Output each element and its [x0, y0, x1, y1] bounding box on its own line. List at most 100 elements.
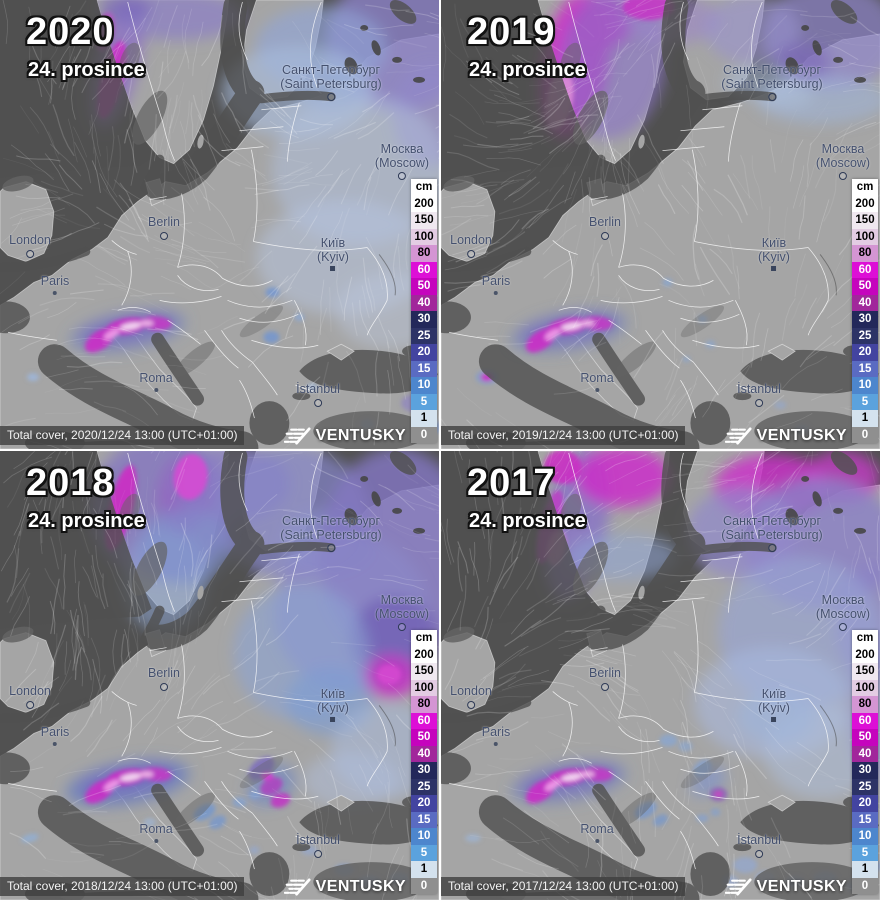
- legend-cell-cm[interactable]: cm: [852, 630, 878, 647]
- city-label-saint-petersburg[interactable]: Санкт-Петербург (Saint Petersburg): [721, 63, 823, 101]
- weather-map-canvas[interactable]: [441, 0, 880, 449]
- city-label-london[interactable]: London: [9, 233, 51, 258]
- ventusky-logo[interactable]: VENTUSKY: [724, 427, 847, 445]
- city-label-london[interactable]: London: [450, 684, 492, 709]
- legend-cell-40[interactable]: 40: [852, 745, 878, 762]
- ventusky-logo[interactable]: VENTUSKY: [724, 878, 847, 896]
- city-label-paris[interactable]: Paris: [482, 274, 510, 295]
- city-label-istanbul[interactable]: İstanbul: [296, 382, 340, 407]
- legend-cell-150[interactable]: 150: [411, 663, 437, 680]
- city-label-roma[interactable]: Roma: [139, 822, 173, 843]
- legend-cell-80[interactable]: 80: [411, 245, 437, 262]
- legend-cell-100[interactable]: 100: [411, 679, 437, 696]
- city-label-berlin[interactable]: Berlin: [589, 666, 621, 691]
- city-label-paris[interactable]: Paris: [41, 274, 69, 295]
- legend-cell-30[interactable]: 30: [852, 762, 878, 779]
- legend-cell-cm[interactable]: cm: [411, 179, 437, 196]
- city-label-istanbul[interactable]: İstanbul: [737, 833, 781, 858]
- weather-map-canvas[interactable]: [0, 451, 439, 900]
- legend-cell-20[interactable]: 20: [852, 795, 878, 812]
- legend-cell-15[interactable]: 15: [411, 360, 437, 377]
- legend-cell-30[interactable]: 30: [411, 762, 437, 779]
- legend-cell-50[interactable]: 50: [411, 729, 437, 746]
- city-label-kyiv[interactable]: Київ (Kyiv): [317, 687, 349, 722]
- legend-cell-30[interactable]: 30: [411, 311, 437, 328]
- legend-cell-50[interactable]: 50: [411, 278, 437, 295]
- legend-cell-25[interactable]: 25: [411, 778, 437, 795]
- legend-cell-0[interactable]: 0: [411, 426, 437, 443]
- legend-cell-15[interactable]: 15: [852, 811, 878, 828]
- legend-cell-25[interactable]: 25: [852, 778, 878, 795]
- legend-cell-1[interactable]: 1: [852, 410, 878, 427]
- city-label-istanbul[interactable]: İstanbul: [737, 382, 781, 407]
- legend-cell-30[interactable]: 30: [852, 311, 878, 328]
- legend-cell-10[interactable]: 10: [411, 828, 437, 845]
- legend-cell-25[interactable]: 25: [411, 327, 437, 344]
- map-panel-2019[interactable]: Санкт-Петербург (Saint Petersburg) Москва(…: [441, 0, 880, 449]
- city-label-paris[interactable]: Paris: [41, 725, 69, 746]
- ventusky-logo[interactable]: VENTUSKY: [283, 427, 406, 445]
- city-label-moscow[interactable]: Москва (Moscow): [375, 142, 429, 180]
- city-label-roma[interactable]: Roma: [139, 371, 173, 392]
- snow-depth-legend[interactable]: cm 200 150 100 80 60 50 40 30 25 20 15 10 5 1 0: [852, 179, 878, 443]
- legend-cell-10[interactable]: 10: [411, 377, 437, 394]
- map-panel-2020[interactable]: Санкт-Петербург (Saint Petersburg) Москва(…: [0, 0, 439, 449]
- city-label-london[interactable]: London: [9, 684, 51, 709]
- city-label-moscow[interactable]: Москва (Moscow): [816, 593, 870, 631]
- legend-cell-80[interactable]: 80: [852, 696, 878, 713]
- legend-cell-50[interactable]: 50: [852, 278, 878, 295]
- legend-cell-15[interactable]: 15: [852, 360, 878, 377]
- legend-cell-200[interactable]: 200: [852, 646, 878, 663]
- legend-cell-10[interactable]: 10: [852, 377, 878, 394]
- city-label-moscow[interactable]: Москва (Moscow): [375, 593, 429, 631]
- legend-cell-40[interactable]: 40: [852, 294, 878, 311]
- legend-cell-20[interactable]: 20: [411, 344, 437, 361]
- city-label-saint-petersburg[interactable]: Санкт-Петербург (Saint Petersburg): [280, 514, 382, 552]
- city-label-kyiv[interactable]: Київ (Kyiv): [758, 236, 790, 271]
- snow-depth-legend[interactable]: cm 200 150 100 80 60 50 40 30 25 20 15 10 5 1 0: [852, 630, 878, 894]
- weather-map-canvas[interactable]: [441, 451, 880, 900]
- legend-cell-100[interactable]: 100: [852, 228, 878, 245]
- map-panel-2018[interactable]: Санкт-Петербург (Saint Petersburg) Москва(…: [0, 451, 439, 900]
- legend-cell-150[interactable]: 150: [852, 212, 878, 229]
- legend-cell-5[interactable]: 5: [852, 393, 878, 410]
- city-label-berlin[interactable]: Berlin: [148, 215, 180, 240]
- legend-cell-60[interactable]: 60: [411, 261, 437, 278]
- legend-cell-1[interactable]: 1: [411, 410, 437, 427]
- legend-cell-15[interactable]: 15: [411, 811, 437, 828]
- city-label-kyiv[interactable]: Київ (Kyiv): [758, 687, 790, 722]
- city-label-saint-petersburg[interactable]: Санкт-Петербург (Saint Petersburg): [280, 63, 382, 101]
- map-panel-2017[interactable]: Санкт-Петербург (Saint Petersburg) Москва(…: [441, 451, 880, 900]
- legend-cell-40[interactable]: 40: [411, 745, 437, 762]
- snow-depth-legend[interactable]: cm 200 150 100 80 60 50 40 30 25 20 15 10 5 1 0: [411, 630, 437, 894]
- city-label-saint-petersburg[interactable]: Санкт-Петербург (Saint Petersburg): [721, 514, 823, 552]
- legend-cell-1[interactable]: 1: [852, 861, 878, 878]
- legend-cell-50[interactable]: 50: [852, 729, 878, 746]
- city-label-roma[interactable]: Roma: [580, 822, 614, 843]
- legend-cell-5[interactable]: 5: [411, 844, 437, 861]
- city-label-moscow[interactable]: Москва (Moscow): [816, 142, 870, 180]
- legend-cell-10[interactable]: 10: [852, 828, 878, 845]
- legend-cell-5[interactable]: 5: [411, 393, 437, 410]
- city-label-roma[interactable]: Roma: [580, 371, 614, 392]
- legend-cell-cm[interactable]: cm: [852, 179, 878, 196]
- city-label-berlin[interactable]: Berlin: [148, 666, 180, 691]
- legend-cell-40[interactable]: 40: [411, 294, 437, 311]
- city-label-paris[interactable]: Paris: [482, 725, 510, 746]
- ventusky-logo[interactable]: VENTUSKY: [283, 878, 406, 896]
- legend-cell-80[interactable]: 80: [852, 245, 878, 262]
- legend-cell-cm[interactable]: cm: [411, 630, 437, 647]
- city-label-kyiv[interactable]: Київ (Kyiv): [317, 236, 349, 271]
- legend-cell-60[interactable]: 60: [852, 712, 878, 729]
- snow-depth-legend[interactable]: cm 200 150 100 80 60 50 40 30 25 20 15 10 5 1 0: [411, 179, 437, 443]
- legend-cell-150[interactable]: 150: [411, 212, 437, 229]
- city-label-berlin[interactable]: Berlin: [589, 215, 621, 240]
- legend-cell-25[interactable]: 25: [852, 327, 878, 344]
- legend-cell-5[interactable]: 5: [852, 844, 878, 861]
- legend-cell-150[interactable]: 150: [852, 663, 878, 680]
- legend-cell-80[interactable]: 80: [411, 696, 437, 713]
- legend-cell-0[interactable]: 0: [411, 877, 437, 894]
- city-label-istanbul[interactable]: İstanbul: [296, 833, 340, 858]
- legend-cell-200[interactable]: 200: [411, 195, 437, 212]
- legend-cell-20[interactable]: 20: [852, 344, 878, 361]
